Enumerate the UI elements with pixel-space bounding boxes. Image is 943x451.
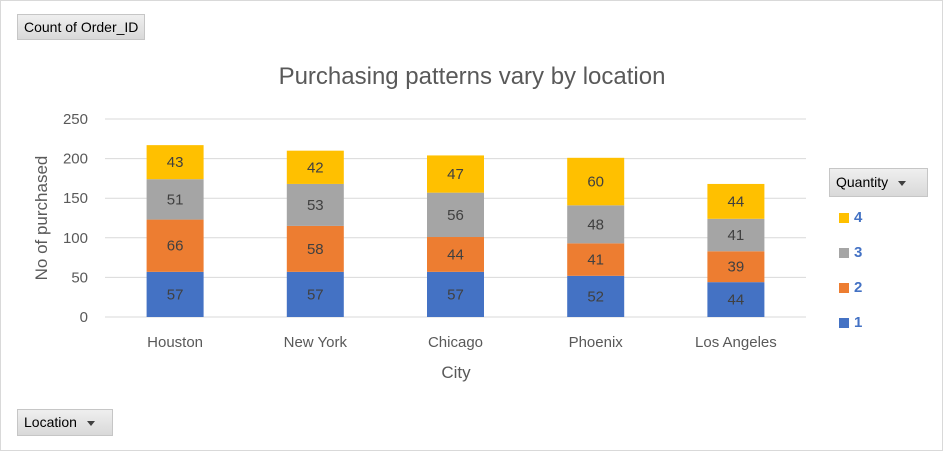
legend-label: 1	[854, 314, 863, 331]
bar-segment[interactable]	[427, 192, 484, 238]
bar-segment[interactable]	[707, 218, 765, 252]
bar-segment[interactable]	[427, 237, 484, 272]
data-label: 44	[728, 193, 745, 210]
bar-segment[interactable]	[567, 243, 625, 276]
bar-segment[interactable]	[286, 183, 344, 226]
x-tick-label: Chicago	[428, 334, 483, 351]
y-tick-label: 50	[71, 269, 88, 286]
data-label: 48	[587, 216, 604, 233]
data-label: 39	[728, 259, 745, 276]
legend-swatch	[839, 212, 849, 223]
legend-field-button[interactable]: Quantity	[829, 168, 928, 197]
data-labels: 57 66 51 43 57 58 53 42 57 44 56 47 52 41 48 60 44 39 41 44	[167, 154, 744, 308]
legend-label: 4	[854, 209, 863, 226]
legend-item[interactable]: 3	[839, 235, 862, 270]
data-label: 66	[167, 238, 184, 255]
y-axis-ticks: 0 50 100 150 200 250	[63, 111, 88, 326]
bar-segment[interactable]	[427, 271, 484, 317]
x-tick-label: Phoenix	[569, 334, 624, 351]
axis-field-label: Location	[24, 414, 77, 430]
y-tick-label: 150	[63, 190, 88, 207]
data-label: 43	[167, 154, 184, 171]
data-label: 57	[447, 286, 464, 303]
y-tick-label: 200	[63, 151, 88, 168]
y-tick-label: 0	[80, 309, 88, 326]
bar-segment[interactable]	[286, 225, 344, 272]
legend-label: 2	[854, 279, 863, 296]
legend: 4 3 2 1	[839, 200, 862, 340]
data-label: 41	[587, 252, 604, 269]
bar-segment[interactable]	[707, 183, 765, 219]
data-label: 41	[728, 227, 745, 244]
legend-label: 3	[854, 244, 863, 261]
bar-segment[interactable]	[707, 282, 765, 317]
bars[interactable]	[146, 145, 765, 317]
data-label: 56	[447, 207, 464, 224]
bar-segment[interactable]	[707, 251, 765, 283]
y-tick-label: 100	[63, 230, 88, 247]
data-label: 44	[447, 246, 464, 263]
dropdown-arrow-icon	[898, 180, 907, 186]
values-field-label: Count of Order_ID	[24, 19, 139, 35]
legend-item[interactable]: 2	[839, 270, 862, 305]
data-label: 57	[167, 286, 184, 303]
data-label: 60	[587, 174, 604, 191]
data-label: 53	[307, 197, 324, 214]
data-label: 42	[307, 159, 324, 176]
data-label: 51	[167, 191, 184, 208]
bar-segment[interactable]	[427, 155, 484, 193]
bar-segment[interactable]	[286, 271, 344, 317]
bar-segment[interactable]	[567, 205, 625, 244]
bar-segment[interactable]	[146, 179, 204, 220]
values-field-button[interactable]: Count of Order_ID	[17, 14, 146, 40]
x-axis-title: City	[441, 363, 471, 382]
x-tick-label: New York	[284, 334, 348, 351]
data-label: 47	[447, 166, 464, 183]
chart-title: Purchasing patterns vary by location	[279, 63, 666, 90]
bar-segment[interactable]	[146, 219, 204, 272]
bar-segment[interactable]	[567, 157, 625, 206]
bar-segment[interactable]	[146, 145, 204, 180]
legend-field-label: Quantity	[836, 174, 889, 190]
x-axis-ticks: Houston New York Chicago Phoenix Los Angeles	[147, 334, 777, 351]
legend-swatch	[839, 282, 849, 293]
legend-item[interactable]: 1	[839, 305, 862, 340]
y-axis-title: No of purchased	[32, 156, 51, 281]
x-tick-label: Houston	[147, 334, 203, 351]
axis-field-button[interactable]: Location	[17, 409, 113, 436]
data-label: 58	[307, 241, 324, 258]
data-label: 57	[307, 286, 324, 303]
data-label: 44	[728, 292, 745, 309]
x-tick-label: Los Angeles	[695, 334, 777, 351]
legend-swatch	[839, 247, 849, 258]
legend-item[interactable]: 4	[839, 200, 862, 235]
bar-segment[interactable]	[146, 271, 204, 317]
legend-swatch	[839, 317, 849, 328]
bar-segment[interactable]	[567, 275, 625, 317]
dropdown-arrow-icon	[86, 420, 95, 426]
data-label: 52	[587, 288, 604, 305]
y-tick-label: 250	[63, 111, 88, 128]
bar-segment[interactable]	[286, 150, 344, 184]
